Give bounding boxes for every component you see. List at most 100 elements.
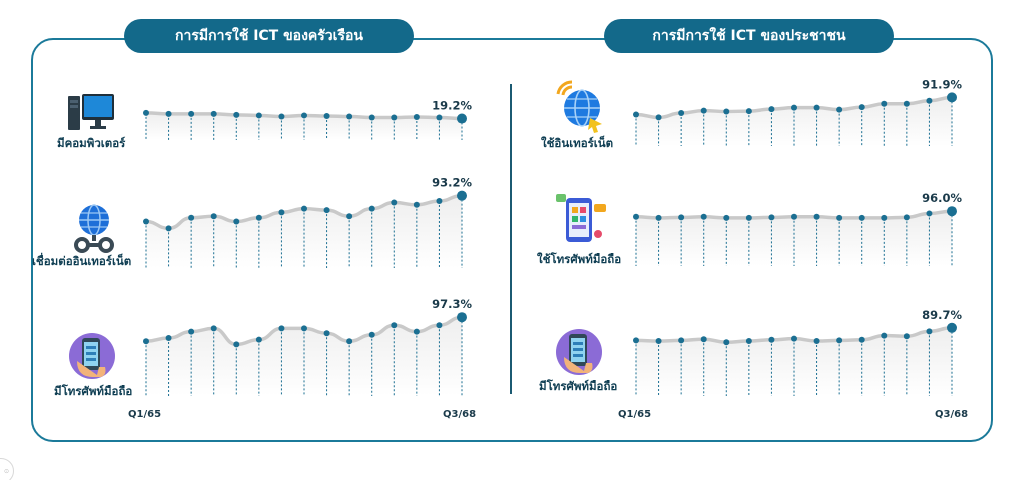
data-point [165,335,172,341]
series-area [636,327,952,396]
series-area [146,112,462,140]
data-point [768,214,775,221]
data-point [143,109,149,116]
data-point [188,110,195,117]
data-point [346,113,353,120]
data-point [881,332,888,339]
row-label-computer: มีคอมพิวเตอร์ [57,136,126,150]
data-point [391,322,398,329]
latest-data-point [947,322,957,333]
data-point [210,110,217,117]
data-point [255,336,262,343]
data-point [278,325,285,332]
row-label-internet-connection: เชื่อมต่ออินเทอร์เน็ต [32,254,132,268]
series-area [146,195,462,268]
data-point [926,328,933,335]
data-point [278,113,285,120]
data-point [301,205,307,212]
data-point [723,214,730,221]
data-point [836,337,843,344]
panel-divider [510,84,512,394]
data-point [678,214,685,221]
data-point [413,201,420,208]
latest-value-label: 96.0% [922,191,962,205]
chart-mobile-population: 89.7% [633,308,962,396]
data-point [768,336,775,343]
data-point [255,214,262,221]
data-point [903,333,910,340]
smartphone-hand-icon [64,328,120,384]
chart-mobile-household: 97.3% [143,297,472,396]
data-point [768,106,775,113]
data-point [233,341,240,348]
corner-badge-icon: ⊙ [0,458,14,480]
data-point [700,107,707,114]
row-label-mobile-household: มีโทรศัพท์มือถือ [54,384,133,398]
data-point [813,104,820,111]
latest-value-label: 91.9% [922,77,962,91]
data-point [633,213,639,220]
data-point [813,338,820,344]
data-point [413,114,420,120]
data-point [188,214,195,221]
data-point [368,114,375,121]
data-point [745,338,752,344]
data-point [926,210,933,217]
data-point [165,225,172,232]
data-point [301,325,307,332]
data-point [723,339,730,346]
data-point [791,104,797,111]
data-point [323,207,330,214]
data-point [881,100,888,107]
row-label-internet-use: ใช้อินเทอร์เน็ต [541,136,614,150]
data-point [210,213,217,220]
data-point [368,331,375,338]
x-axis-start-right: Q1/65 [618,409,652,420]
latest-data-point [457,113,467,124]
chart-internet-use: 91.9% [633,77,962,146]
data-point [700,336,707,343]
data-point [723,108,730,115]
row-label-mobile-population: มีโทรศัพท์มือถือ [539,379,618,393]
data-point [413,328,420,335]
data-point [813,213,820,220]
data-point [165,110,172,117]
latest-data-point [457,312,467,323]
x-axis-end-right: Q3/68 [935,409,969,420]
data-point [143,338,149,345]
data-point [323,330,330,337]
data-point [633,111,639,118]
household-panel-title: การมีการใช้ ICT ของครัวเรือน [124,19,414,53]
globe-network-icon [66,200,122,256]
latest-value-label: 19.2% [432,99,472,113]
data-point [210,325,217,332]
data-point [633,337,639,344]
data-point [926,97,933,104]
chart-internet-connection: 93.2% [143,176,472,268]
data-point [346,338,353,345]
data-point [368,205,375,212]
data-point [655,214,662,221]
data-point [903,100,910,107]
data-point [858,336,865,343]
latest-value-label: 93.2% [432,176,472,190]
latest-value-label: 97.3% [432,297,472,311]
data-point [700,213,707,220]
data-point [255,112,262,119]
latest-data-point [457,190,467,201]
data-point [836,106,843,113]
latest-value-label: 89.7% [922,308,962,322]
data-point [323,112,330,119]
chart-mobile-use: 96.0% [633,191,962,266]
series-area [636,97,952,146]
x-axis-end-left: Q3/68 [443,409,477,420]
data-point [655,338,662,344]
latest-data-point [947,206,957,217]
data-point [903,214,910,221]
data-point [745,108,752,115]
data-point [881,214,888,221]
data-point [436,322,443,329]
population-panel-title: การมีการใช้ ICT ของประชาชน [604,19,894,53]
data-point [791,335,797,342]
latest-data-point [947,92,957,103]
